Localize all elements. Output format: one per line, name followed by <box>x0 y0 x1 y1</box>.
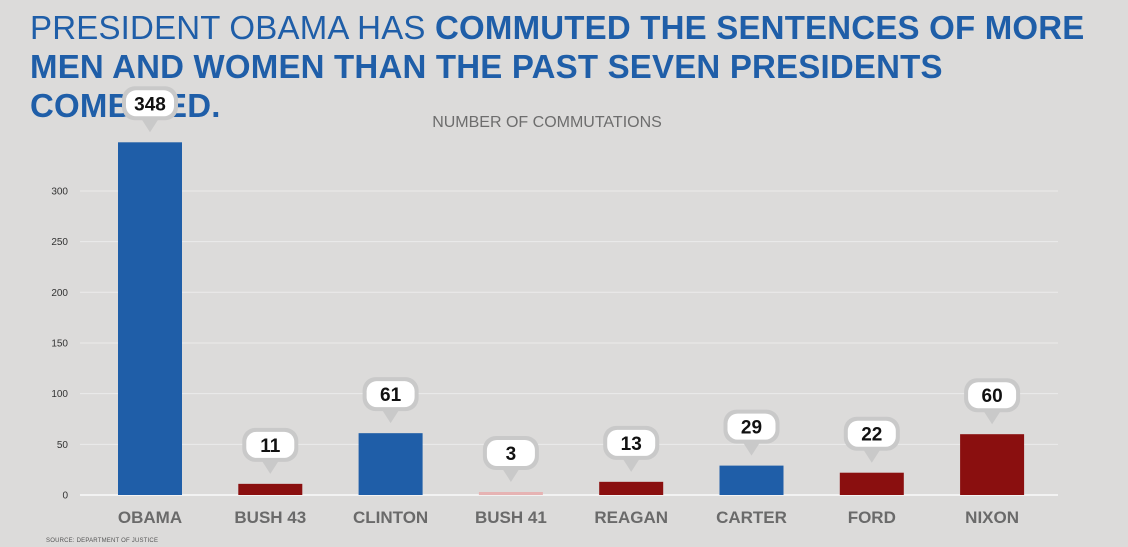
x-tick-label: BUSH 41 <box>475 508 547 527</box>
callout-box <box>246 431 295 458</box>
chart-title: NUMBER OF COMMUTATIONS <box>432 114 662 131</box>
y-tick-label: 100 <box>51 389 68 400</box>
callout-pointer <box>381 409 400 424</box>
callout-pointer <box>501 468 520 482</box>
x-tick-label: REAGAN <box>594 508 668 527</box>
data-label: 3 <box>506 444 517 465</box>
x-tick-label: FORD <box>848 508 896 527</box>
callout-pointer <box>141 118 159 133</box>
bar <box>719 465 784 495</box>
bar <box>118 142 182 495</box>
callout-box <box>126 90 174 117</box>
x-tick-label: BUSH 43 <box>234 508 306 527</box>
x-tick-label: CLINTON <box>353 508 428 527</box>
callout-pointer <box>622 457 641 472</box>
bar <box>599 481 664 495</box>
callout-box <box>847 420 896 447</box>
x-tick-label: NIXON <box>965 508 1019 527</box>
callout-box <box>968 382 1017 409</box>
x-tick-label: OBAMA <box>118 508 182 527</box>
x-tick-label: CARTER <box>716 508 787 527</box>
y-tick-label: 0 <box>62 491 68 502</box>
callout-pointer <box>983 410 1002 425</box>
bar <box>960 434 1025 495</box>
bar <box>358 433 423 495</box>
bar <box>238 483 303 495</box>
data-label: 61 <box>380 385 402 406</box>
data-label: 29 <box>741 418 762 439</box>
y-tick-label: 50 <box>57 440 69 451</box>
bar <box>478 492 543 495</box>
callout-box <box>727 413 776 440</box>
callout-pointer <box>261 459 280 474</box>
headline-light: PRESIDENT OBAMA HAS <box>30 9 435 46</box>
y-tick-label: 200 <box>51 288 68 299</box>
callout-box <box>607 429 656 456</box>
data-label: 13 <box>621 434 642 455</box>
y-tick-label: 250 <box>51 237 68 248</box>
y-tick-label: 150 <box>51 338 68 349</box>
data-label: 60 <box>982 386 1003 407</box>
bar <box>839 472 904 495</box>
data-label: 348 <box>134 94 166 115</box>
callout-pointer <box>742 441 761 456</box>
source-note: SOURCE: DEPARTMENT OF JUSTICE <box>46 538 159 544</box>
callout-pointer <box>862 448 881 463</box>
data-label: 11 <box>260 436 281 457</box>
callout-box <box>486 440 535 466</box>
data-label: 22 <box>861 425 882 446</box>
y-tick-label: 300 <box>51 186 68 197</box>
callout-box <box>366 381 415 408</box>
